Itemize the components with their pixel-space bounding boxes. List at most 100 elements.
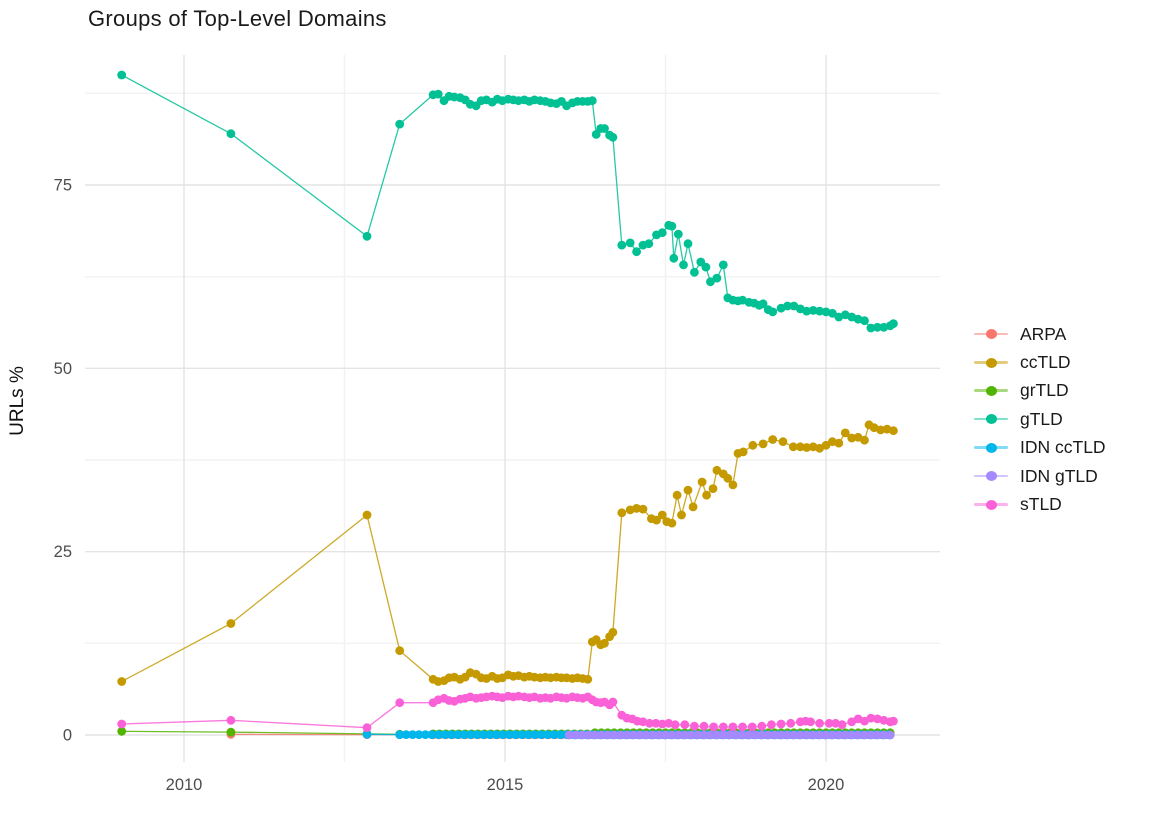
data-point-idn-gtld	[763, 730, 773, 740]
data-point-stld	[699, 721, 709, 731]
legend-key-icon	[973, 410, 1009, 428]
data-point-idn-cctld	[536, 730, 546, 739]
legend-key-icon	[973, 382, 1009, 400]
data-point-idn-cctld	[485, 730, 494, 739]
data-point-cctld	[702, 490, 711, 500]
data-point-idn-gtld	[673, 730, 683, 740]
data-point-stld	[786, 718, 796, 728]
data-point-stld	[651, 718, 661, 728]
data-point-gtld	[802, 306, 812, 316]
data-point-idn-gtld	[635, 730, 645, 740]
legend-label: grTLD	[1020, 380, 1069, 401]
legend: ARPA ccTLD grTLD gTLD IDN ccTLD IDN gTLD sTLD	[973, 320, 1106, 519]
data-point-idn-gtld	[783, 730, 792, 740]
data-point-gtld	[712, 273, 722, 283]
data-point-stld	[738, 722, 747, 732]
data-point-gtld	[632, 247, 641, 257]
data-point-cctld	[608, 627, 618, 637]
data-point-gtld	[395, 119, 405, 129]
y-axis-tick-label: 25	[54, 543, 72, 561]
data-point-idn-gtld	[712, 730, 722, 740]
data-point-idn-cctld	[465, 730, 475, 739]
data-point-gtld	[226, 129, 236, 139]
data-point-cctld	[847, 433, 857, 443]
legend-item-idn-cctld: IDN ccTLD	[973, 434, 1106, 462]
legend-label: ARPA	[1020, 323, 1067, 344]
data-point-idn-gtld	[661, 730, 670, 740]
data-point-idn-gtld	[795, 730, 805, 740]
legend-key-icon	[973, 496, 1009, 514]
data-point-cctld	[821, 440, 831, 450]
data-point-idn-gtld	[680, 730, 690, 740]
data-point-stld	[806, 717, 815, 727]
data-point-idn-gtld	[873, 730, 882, 740]
legend-item-idn-gtld: IDN gTLD	[973, 462, 1106, 490]
legend-label: IDN ccTLD	[1020, 437, 1106, 458]
data-point-idn-gtld	[641, 730, 651, 740]
data-point-cctld	[667, 518, 677, 528]
data-point-idn-gtld	[584, 730, 593, 740]
data-point-gtld	[644, 239, 654, 249]
data-point-gtld	[828, 308, 837, 318]
data-point-idn-gtld	[654, 730, 664, 740]
data-point-cctld	[876, 425, 885, 435]
data-point-gtld	[718, 260, 728, 270]
data-point-idn-cctld	[491, 730, 501, 739]
data-point-idn-gtld	[879, 730, 889, 740]
data-point-cctld	[712, 465, 722, 475]
data-point-stld	[608, 697, 618, 707]
data-point-idn-gtld	[590, 730, 600, 740]
data-point-idn-gtld	[629, 730, 638, 740]
data-point-cctld	[768, 435, 778, 444]
data-point-gtld	[679, 260, 688, 270]
data-point-stld	[815, 718, 824, 728]
data-point-gtld	[608, 132, 618, 142]
data-point-idn-gtld	[699, 730, 709, 740]
data-point-gtld	[657, 228, 667, 238]
data-point-idn-cctld	[408, 730, 417, 739]
data-point-cctld	[672, 490, 682, 500]
data-point-idn-cctld	[555, 730, 565, 739]
data-point-idn-gtld	[738, 730, 747, 740]
data-point-idn-gtld	[725, 730, 735, 740]
data-point-stld	[767, 720, 776, 730]
data-point-cctld	[117, 677, 127, 686]
data-point-gtld	[587, 96, 597, 106]
data-point-cctld	[788, 442, 798, 452]
data-point-cctld	[638, 504, 648, 514]
data-point-cctld	[889, 426, 898, 436]
data-point-stld	[866, 713, 876, 723]
data-point-idn-cctld	[446, 730, 456, 739]
x-axis-tick-label: 2015	[487, 776, 524, 794]
data-point-gtld	[701, 262, 711, 272]
legend-item-arpa: ARPA	[973, 320, 1106, 348]
data-point-stld	[645, 718, 654, 728]
data-point-cctld	[802, 443, 812, 452]
y-axis-title: URLs %	[7, 366, 28, 436]
data-point-stld	[680, 720, 690, 730]
data-point-gtld	[600, 124, 609, 133]
data-point-idn-gtld	[828, 730, 837, 740]
data-point-idn-cctld	[549, 730, 559, 739]
data-point-gtld	[667, 221, 677, 231]
data-point-cctld	[683, 485, 693, 495]
data-point-cctld	[778, 437, 788, 447]
data-point-idn-cctld	[421, 730, 430, 739]
data-point-cctld	[395, 646, 405, 656]
data-point-idn-gtld	[860, 730, 869, 740]
data-point-gtld	[758, 299, 768, 309]
data-point-gtld	[433, 89, 443, 99]
y-axis-tick-label: 0	[63, 727, 72, 745]
data-point-idn-gtld	[776, 730, 786, 740]
data-point-gtld	[669, 253, 679, 263]
data-point-idn-cctld	[395, 730, 405, 739]
data-point-stld	[362, 723, 372, 733]
data-point-idn-gtld	[731, 730, 741, 740]
data-point-idn-cctld	[427, 730, 437, 739]
legend-item-cctld: ccTLD	[973, 348, 1106, 376]
data-point-stld	[776, 719, 786, 729]
data-point-cctld	[657, 510, 667, 520]
data-point-cctld	[697, 477, 707, 487]
